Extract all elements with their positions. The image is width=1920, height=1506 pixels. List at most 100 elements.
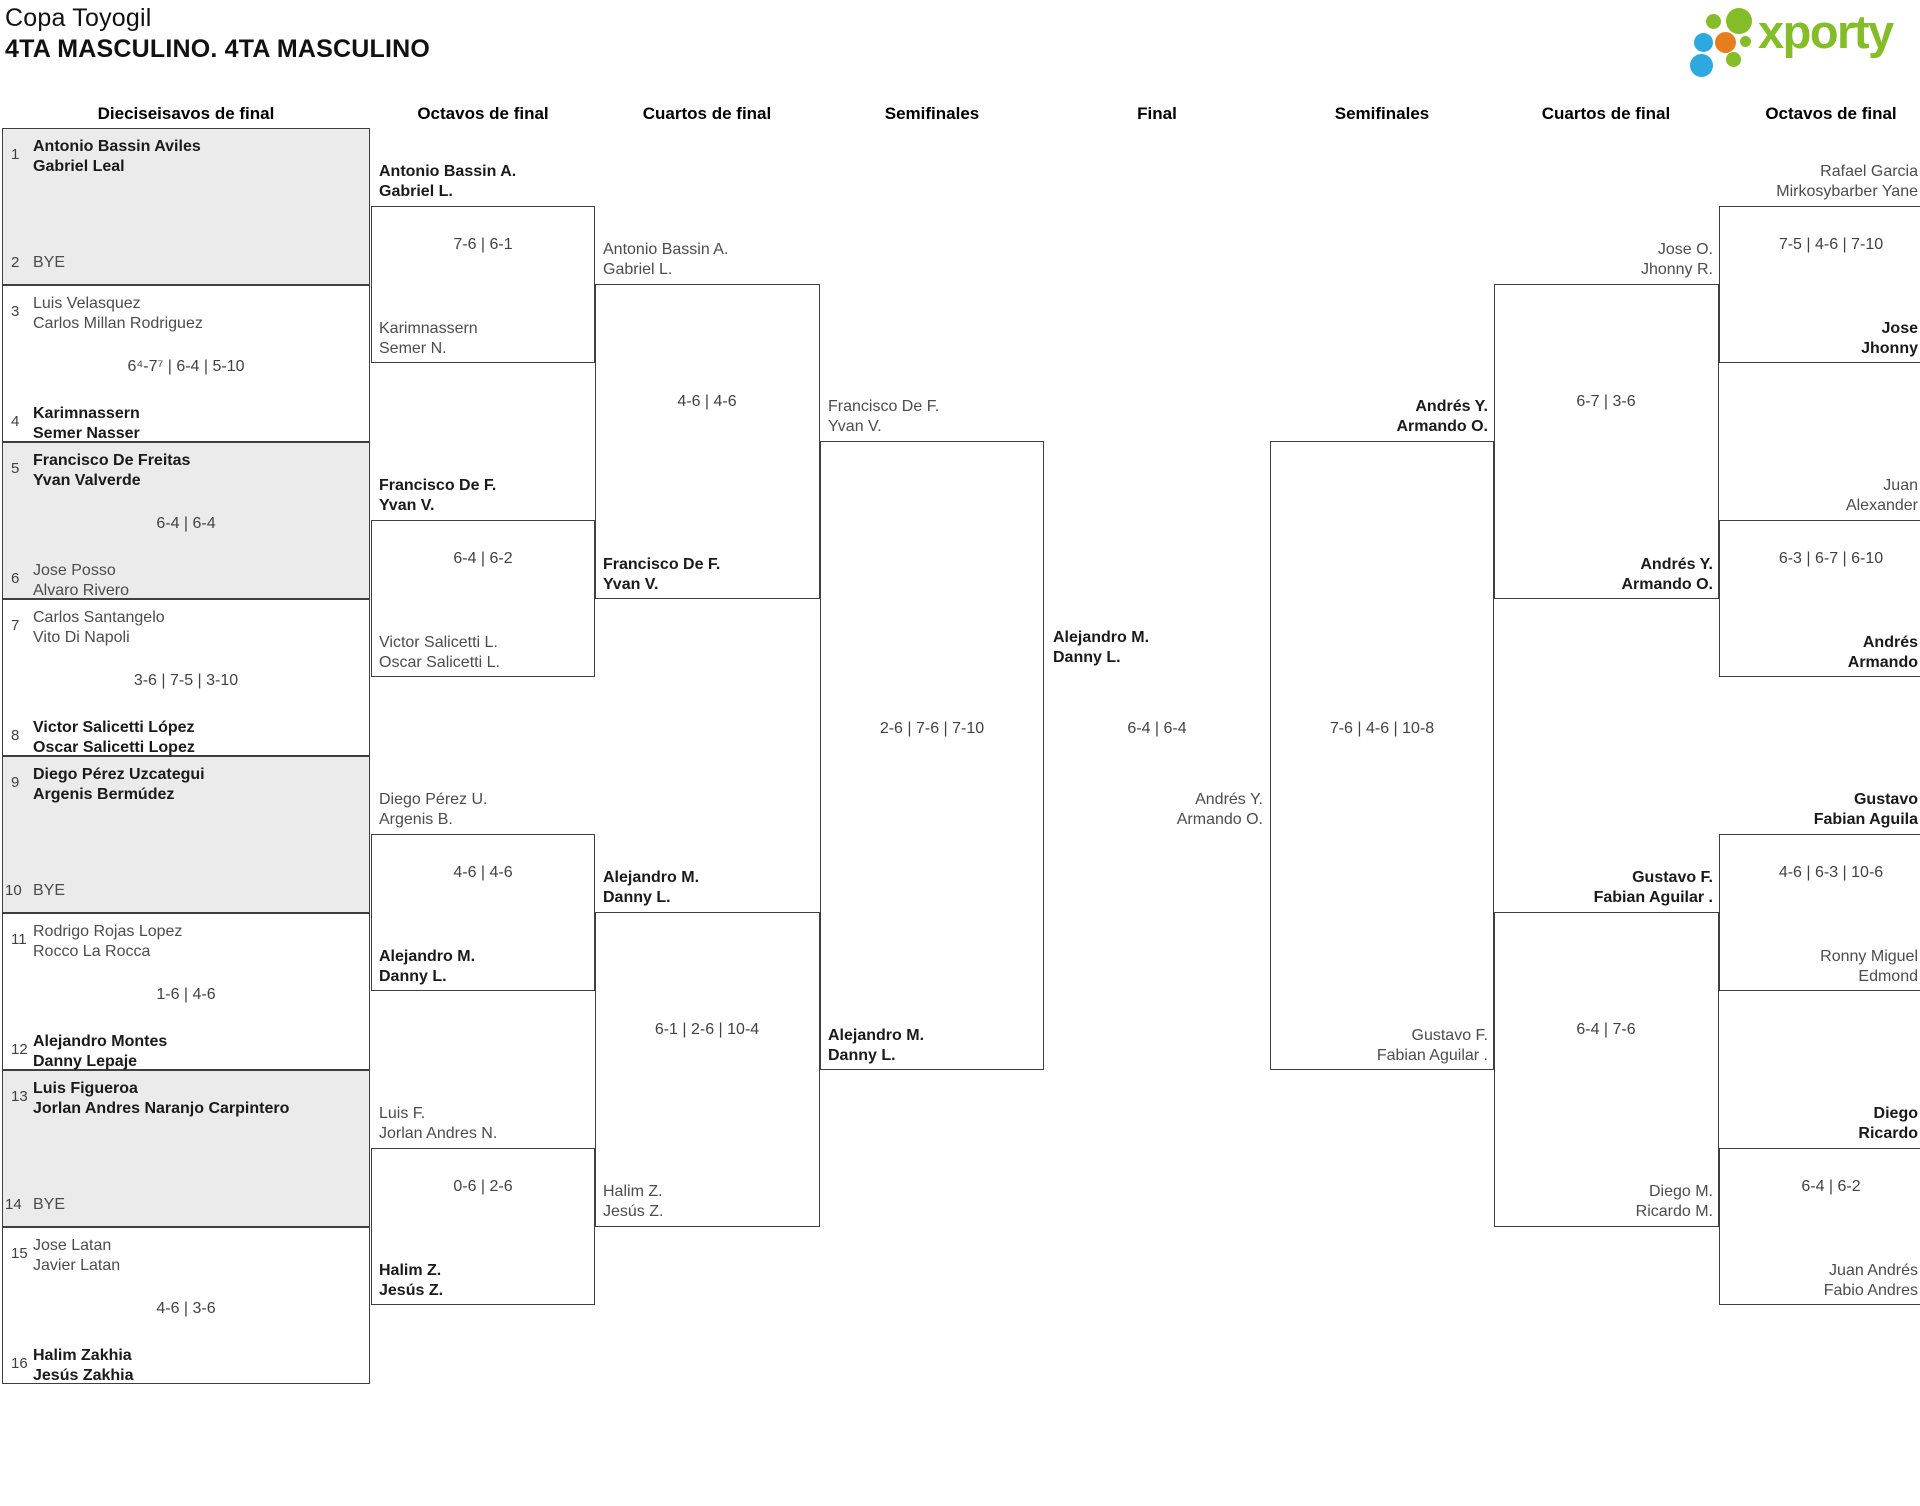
player-2: Fabian Aguilar . [1593, 888, 1713, 906]
logo-dot-blue-mid [1694, 33, 1713, 52]
player-1: Halim Z. [379, 1262, 442, 1279]
player-1: Francisco De F. [828, 398, 940, 415]
match-score: 1-6 | 4-6 [156, 986, 216, 1003]
bracket-entry: Francisco De F. Yvan V. [603, 555, 720, 594]
octavos-right-box-4[interactable] [1719, 1148, 1920, 1305]
final-score: 6-4 | 6-4 [1127, 720, 1187, 737]
player-2: Mirkosybarber Yane [1776, 182, 1918, 200]
player-1: Jose [1881, 320, 1918, 337]
player-2: Danny L. [379, 967, 447, 985]
player-1: Antonio Bassin Aviles [33, 138, 201, 155]
team-name: Antonio Bassin Aviles Gabriel Leal [33, 137, 201, 176]
player-2: Gabriel Leal [33, 157, 125, 175]
semifinal-right-box[interactable] [1270, 441, 1494, 1070]
team-name: Luis Figueroa Jorlan Andres Naranjo Carpi… [33, 1079, 289, 1118]
octavos-right-box-2[interactable] [1719, 520, 1920, 677]
match-score: 4-6 | 4-6 [453, 864, 513, 881]
round-header-cuartos-left: Cuartos de final [642, 104, 772, 123]
r32-match-8[interactable]: 15 Jose Latan Javier Latan 4-6 | 3-6 16 H… [2, 1227, 370, 1384]
bracket-entry: Jose Jhonny [1861, 319, 1918, 358]
r32-match-1[interactable]: 1 Antonio Bassin Aviles Gabriel Leal 2 BY… [2, 128, 370, 285]
player-2: Alvaro Rivero [33, 581, 130, 599]
player-1: Carlos Santangelo [33, 609, 165, 626]
match-score: 7-6 | 4-6 | 10-8 [1329, 720, 1435, 737]
round-header-octavos-left: Octavos de final [417, 104, 549, 123]
player-2: Danny Lepaje [33, 1052, 138, 1070]
r32-match-5[interactable]: 9 Diego Pérez Uzcategui Argenis Bermúdez … [2, 756, 370, 913]
logo-dot-orange [1715, 32, 1736, 53]
round-header-semis-right: Semifinales [1334, 104, 1430, 123]
octavos-right-box-3[interactable] [1719, 834, 1920, 991]
player-1: BYE [33, 254, 66, 271]
player-2: Fabian Aguilar . [1376, 1046, 1488, 1064]
player-2: Armando O. [1621, 575, 1713, 593]
r32-match-2[interactable]: 3 Luis Velasquez Carlos Millan Rodriguez … [2, 285, 370, 442]
player-2: Danny L. [603, 888, 671, 906]
player-1: Rafael Garcia [1820, 163, 1918, 180]
player-2: Oscar Salicetti Lopez [33, 738, 195, 756]
octavos-left-box-2[interactable] [371, 520, 595, 677]
player-2: Yvan V. [379, 496, 435, 514]
octavos-left-box-1[interactable] [371, 206, 595, 363]
player-1: Andrés [1862, 634, 1918, 651]
logo-dot-green-small2 [1726, 52, 1741, 67]
team-name: Halim Zakhia Jesús Zakhia [33, 1346, 134, 1385]
cuartos-left-box-1[interactable] [595, 284, 820, 599]
match-score: 3-6 | 7-5 | 3-10 [133, 672, 239, 689]
bracket-entry: Andrés Y. Armando O. [1396, 397, 1488, 436]
player-2: Oscar Salicetti L. [379, 653, 500, 671]
team-name: Luis Velasquez Carlos Millan Rodriguez [33, 294, 203, 333]
team-name: Carlos Santangelo Vito Di Napoli [33, 608, 165, 647]
bracket-entry: Gustavo F. Fabian Aguilar . [1377, 1026, 1488, 1065]
seed-number: 5 [11, 460, 20, 477]
player-2: Armando [1847, 653, 1918, 671]
bracket-entry: Alejandro M. Danny L. [379, 947, 475, 986]
player-1: Antonio Bassin A. [603, 241, 729, 258]
match-score: 7-6 | 6-1 [453, 236, 513, 253]
player-1: Luis Velasquez [33, 295, 141, 312]
player-2: Fabian Aguila [1813, 810, 1918, 828]
player-2: Fabio Andres [1823, 1281, 1918, 1299]
player-1: Jose Latan [33, 1237, 112, 1254]
seed-number: 6 [11, 570, 20, 587]
player-2: Vito Di Napoli [33, 628, 130, 646]
round-header-dieciseisavos: Dieciseisavos de final [97, 104, 275, 123]
cuartos-right-box-1[interactable] [1494, 284, 1719, 599]
player-1: Alejandro M. [828, 1027, 925, 1044]
bracket-entry: Rafael Garcia Mirkosybarber Yane [1776, 162, 1918, 201]
octavos-left-box-3[interactable] [371, 834, 595, 991]
bracket-entry: Victor Salicetti L. Oscar Salicetti L. [379, 633, 500, 672]
semifinal-left-box[interactable] [820, 441, 1044, 1070]
player-1: Andrés Y. [1415, 398, 1488, 415]
bracket-entry: Alejandro M. Danny L. [603, 868, 699, 907]
player-1: Alejandro M. [379, 948, 476, 965]
r32-match-3[interactable]: 5 Francisco De Freitas Yvan Valverde 6-4 … [2, 442, 370, 599]
player-1: Halim Z. [603, 1183, 663, 1200]
player-2: Argenis Bermúdez [33, 785, 175, 803]
bracket-entry: Jose O. Jhonny R. [1641, 240, 1713, 279]
team-name: BYE [33, 1195, 65, 1215]
seed-number: 3 [11, 303, 20, 320]
player-1: Luis F. [379, 1105, 426, 1122]
round-header-semis-left: Semifinales [884, 104, 980, 123]
team-name: BYE [33, 881, 65, 901]
seed-number: 7 [11, 617, 20, 634]
r32-match-4[interactable]: 7 Carlos Santangelo Vito Di Napoli 3-6 | … [2, 599, 370, 756]
cuartos-right-box-2[interactable] [1494, 912, 1719, 1227]
final-entry-right: Andrés Y. Armando O. [1177, 790, 1263, 829]
cuartos-left-box-2[interactable] [595, 912, 820, 1227]
player-1: Gustavo [1853, 791, 1918, 808]
team-name: Jose Latan Javier Latan [33, 1236, 120, 1275]
page-subtitle: 4TA MASCULINO. 4TA MASCULINO [5, 35, 431, 63]
player-1: Gustavo F. [1632, 869, 1713, 886]
match-score: 6-7 | 3-6 [1576, 393, 1636, 410]
player-2: Semer N. [379, 339, 447, 357]
octavos-left-box-4[interactable] [371, 1148, 595, 1305]
player-2: Alexander [1845, 496, 1918, 514]
player-1: BYE [33, 1196, 66, 1213]
r32-match-6[interactable]: 11 Rodrigo Rojas Lopez Rocco La Rocca 1-6… [2, 913, 370, 1070]
octavos-right-box-1[interactable] [1719, 206, 1920, 363]
r32-match-7[interactable]: 13 Luis Figueroa Jorlan Andres Naranjo Ca… [2, 1070, 370, 1227]
player-1: Jose Posso [33, 562, 116, 579]
player-1: Alejandro M. [603, 869, 700, 886]
